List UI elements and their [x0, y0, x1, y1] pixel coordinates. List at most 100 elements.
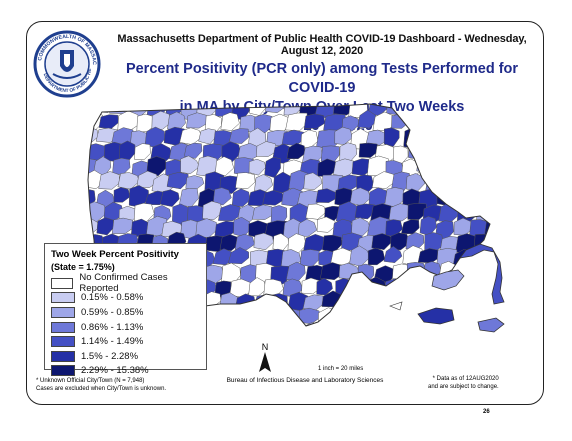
town-polygon [113, 187, 131, 203]
town-polygon [264, 307, 285, 324]
town-polygon [383, 127, 400, 147]
legend-subtitle: (State = 1.75%) [51, 262, 115, 272]
legend-item: 2.29% - 15.38% [51, 364, 200, 379]
town-polygon [383, 246, 403, 264]
town-polygon [500, 220, 505, 236]
town-polygon [112, 157, 131, 175]
town-polygon [406, 323, 430, 326]
town-polygon [184, 142, 203, 159]
town-polygon [476, 144, 490, 161]
legend-swatch [51, 306, 75, 318]
legend-item: 0.86% - 1.13% [51, 320, 200, 335]
town-polygon [438, 201, 460, 223]
town-polygon [504, 158, 505, 179]
town-polygon [235, 172, 256, 189]
marthas-vineyard [417, 307, 455, 325]
town-polygon [474, 174, 490, 193]
town-polygon [384, 278, 408, 297]
town-polygon [235, 324, 253, 326]
footnote-left-line1: * Unknown Official City/Town (N = 7,948) [36, 378, 145, 384]
town-polygon [268, 293, 288, 313]
town-polygon [471, 129, 488, 149]
town-polygon [167, 111, 186, 132]
town-polygon [289, 323, 314, 326]
town-polygon [305, 203, 327, 220]
legend-item: 1.14% - 1.49% [51, 334, 200, 349]
town-polygon [467, 187, 485, 207]
town-polygon [159, 189, 180, 207]
legend-title: Two Week Percent Positivity [51, 249, 179, 260]
town-polygon [214, 220, 237, 238]
town-polygon [502, 190, 505, 206]
town-polygon [425, 116, 446, 133]
town-polygon [96, 217, 115, 236]
page-number: 26 [483, 409, 490, 415]
bureau-credit: Bureau of Infectious Disease and Laborat… [226, 377, 384, 384]
town-polygon [418, 125, 436, 147]
town-polygon [220, 112, 240, 131]
town-polygon [98, 114, 119, 130]
town-polygon [367, 247, 386, 266]
town-polygon [388, 322, 408, 326]
town-polygon [269, 322, 288, 326]
town-polygon [459, 171, 482, 189]
town-polygon [440, 172, 460, 191]
town-polygon [486, 190, 490, 211]
town-polygon [179, 127, 203, 145]
town-polygon [416, 156, 441, 173]
town-polygon [416, 104, 439, 117]
footnote-right-line2: and are subject to change. [428, 384, 499, 390]
town-polygon [469, 157, 490, 180]
north-arrow: N [258, 342, 272, 379]
town-polygon [401, 104, 418, 116]
town-polygon [441, 323, 460, 326]
town-polygon [88, 104, 98, 116]
town-polygon [333, 306, 354, 326]
town-polygon [248, 158, 266, 176]
town-polygon [485, 104, 490, 115]
elizabeth-islands [389, 301, 403, 311]
town-polygon [386, 307, 405, 326]
town-polygon [318, 307, 341, 326]
town-polygon [451, 104, 472, 114]
town-polygon [323, 320, 341, 326]
north-letter: N [261, 342, 269, 352]
town-polygon [303, 172, 323, 190]
town-polygon [303, 113, 326, 129]
town-polygon [286, 142, 306, 160]
town-polygon [398, 308, 419, 323]
town-polygon [253, 294, 273, 311]
town-polygon [231, 308, 255, 324]
legend: Two Week Percent Positivity (State = 1.7… [44, 243, 207, 377]
town-polygon [451, 310, 472, 326]
town-polygon [486, 126, 490, 148]
town-polygon [220, 323, 240, 326]
legend-swatch [51, 321, 75, 333]
town-polygon [304, 322, 323, 326]
town-polygon [400, 279, 423, 300]
town-polygon [254, 174, 273, 193]
scale-note: 1 inch = 20 miles [318, 366, 364, 372]
town-polygon [228, 128, 250, 144]
town-polygon [494, 115, 505, 130]
town-polygon [373, 322, 393, 326]
town-polygon [392, 145, 409, 164]
town-polygon [475, 113, 490, 132]
town-polygon [264, 104, 287, 114]
legend-swatch [51, 365, 75, 377]
town-polygon [492, 145, 505, 161]
town-polygon [494, 174, 505, 193]
town-polygon [367, 306, 393, 325]
town-polygon [454, 158, 477, 180]
town-polygon [469, 276, 490, 295]
town-polygon [405, 232, 425, 251]
legend-swatch [51, 277, 74, 289]
town-polygon [111, 217, 134, 234]
town-polygon [286, 261, 306, 282]
town-polygon [433, 129, 459, 146]
town-polygon [476, 205, 490, 222]
town-polygon [348, 306, 371, 326]
town-polygon [456, 116, 481, 136]
town-polygon [249, 309, 273, 326]
town-polygon [338, 323, 357, 326]
